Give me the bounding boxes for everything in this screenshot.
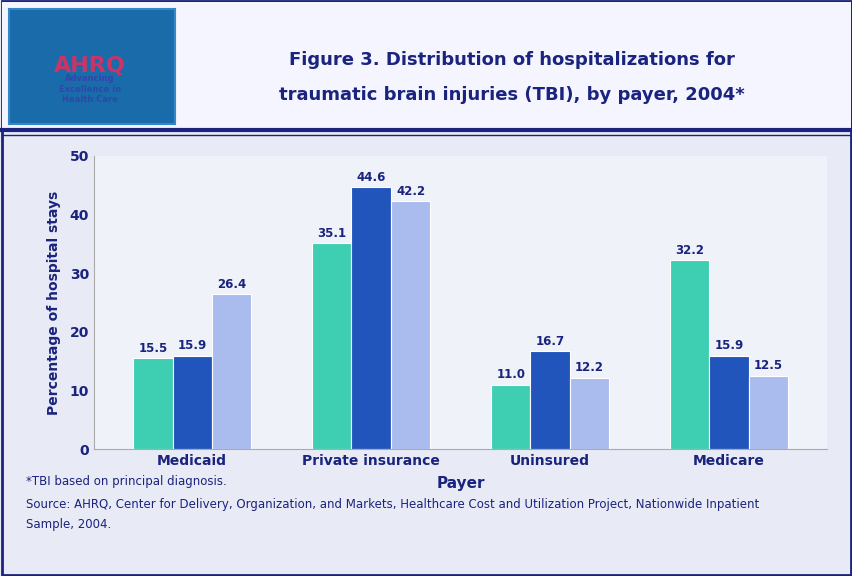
Text: 35.1: 35.1 [317,226,346,240]
Bar [530,351,569,449]
Text: 11.0: 11.0 [496,368,525,381]
Bar [569,378,608,449]
Y-axis label: Percentage of hospital stays: Percentage of hospital stays [47,190,61,415]
Text: 16.7: 16.7 [535,335,564,348]
Text: 26.4: 26.4 [216,278,246,291]
Text: AHRQ: AHRQ [54,56,125,76]
Bar [491,385,530,449]
Text: 44.6: 44.6 [356,170,385,184]
Bar [748,376,787,449]
Text: 12.5: 12.5 [753,359,782,372]
Bar [172,356,211,449]
Text: 15.9: 15.9 [177,339,207,353]
Bar [351,187,390,449]
Bar [211,294,251,449]
Bar [133,358,172,449]
Bar [669,260,709,449]
Text: Figure 3. Distribution of hospitalizations for: Figure 3. Distribution of hospitalizatio… [289,51,734,70]
Text: 15.9: 15.9 [713,339,743,353]
Text: Advancing
Excellence in
Health Care: Advancing Excellence in Health Care [59,74,120,104]
Legend: Type 1, Type 2, Type 3: Type 1, Type 2, Type 3 [327,80,593,108]
Text: Sample, 2004.: Sample, 2004. [26,518,111,532]
Text: *TBI based on principal diagnosis.: *TBI based on principal diagnosis. [26,475,226,488]
Text: 32.2: 32.2 [674,244,703,256]
Text: 12.2: 12.2 [574,361,603,374]
Bar [390,202,429,449]
Text: Source: AHRQ, Center for Delivery, Organization, and Markets, Healthcare Cost an: Source: AHRQ, Center for Delivery, Organ… [26,498,758,511]
Bar [312,243,351,449]
X-axis label: Payer: Payer [436,476,484,491]
Bar [709,356,748,449]
Text: 42.2: 42.2 [395,185,424,198]
Text: 15.5: 15.5 [138,342,167,355]
Text: traumatic brain injuries (TBI), by payer, 2004*: traumatic brain injuries (TBI), by payer… [279,86,744,104]
